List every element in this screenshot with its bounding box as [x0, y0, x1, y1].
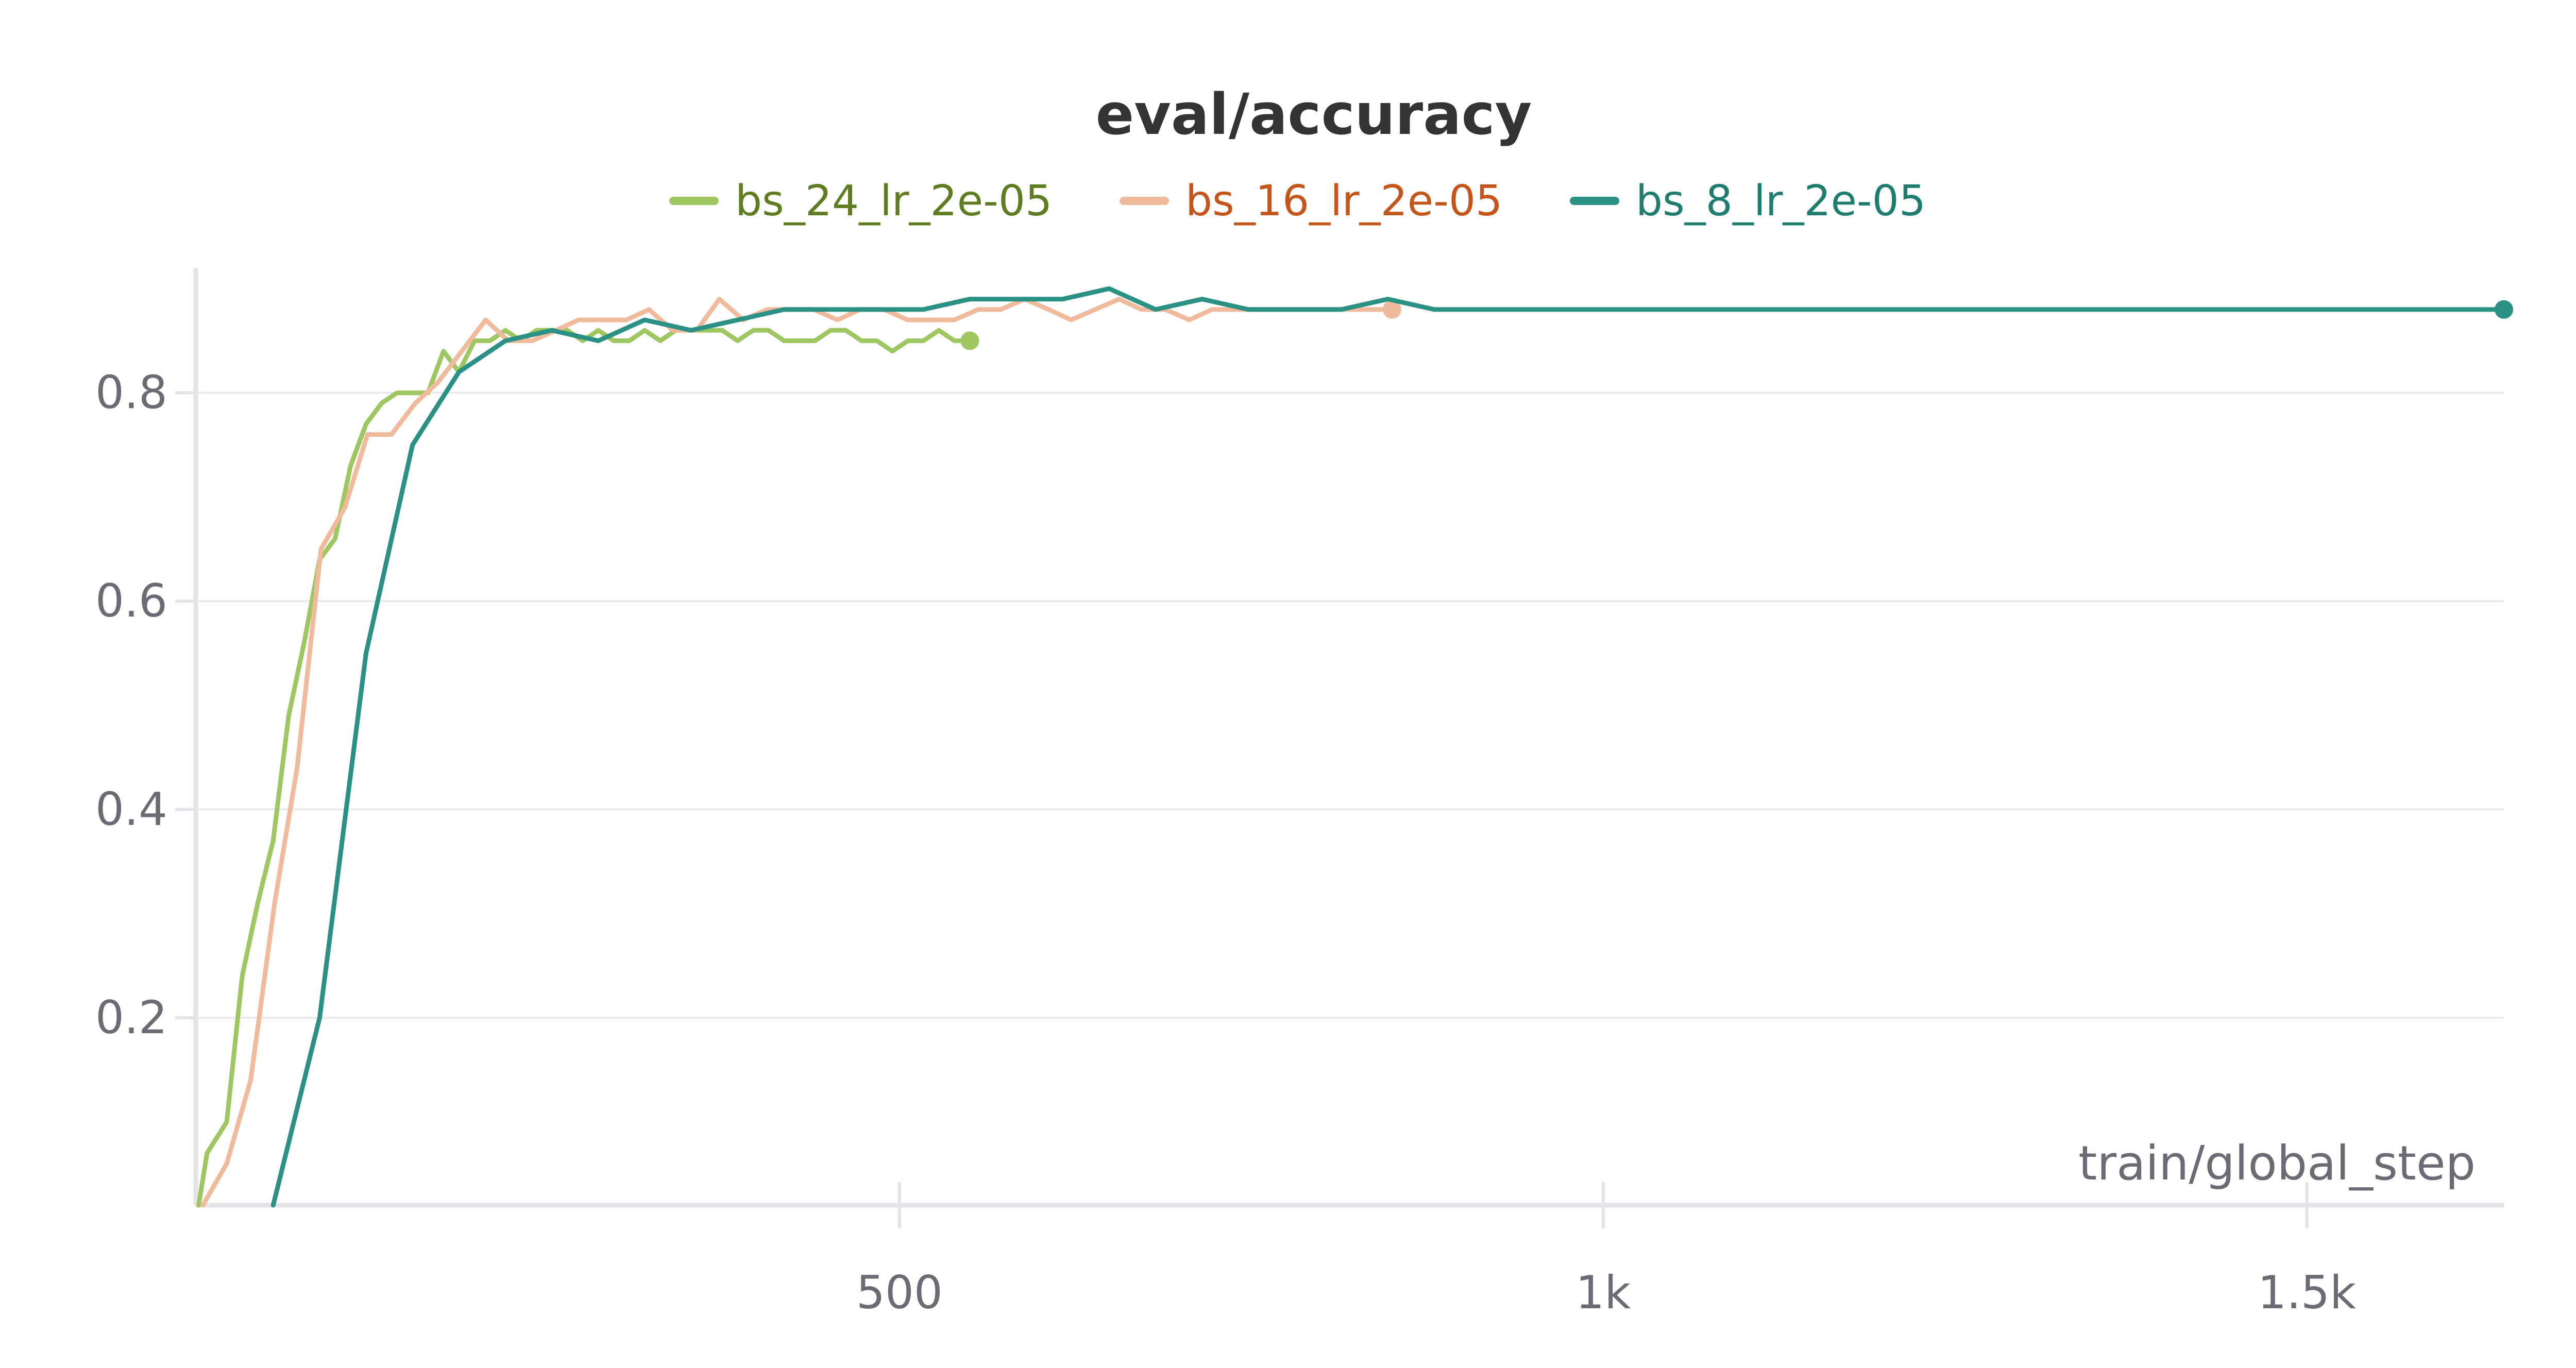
- series-end-point-bs_24_lr_2e-05: [960, 331, 979, 350]
- legend-label: bs_24_lr_2e-05: [735, 177, 1052, 226]
- y-tick-label: 0.6: [95, 574, 167, 627]
- grid-lines: [196, 391, 2504, 1019]
- x-tick-label: 1k: [1575, 1266, 1631, 1319]
- series-line-bs_16_lr_2e-05: [200, 297, 1395, 1208]
- legend-label: bs_8_lr_2e-05: [1636, 177, 1926, 226]
- x-ticks: 500 1k 1.5k: [856, 1182, 2356, 1319]
- y-tick-label: 0.2: [95, 991, 167, 1044]
- chart-title: eval/accuracy: [1096, 81, 1532, 147]
- series-end-point-bs_16_lr_2e-05: [1382, 300, 1401, 319]
- legend-label: bs_16_lr_2e-05: [1185, 177, 1502, 226]
- y-tick-label: 0.4: [95, 783, 167, 836]
- legend-item-bs_8_lr_2e-05: bs_8_lr_2e-05: [1570, 177, 1926, 226]
- y-tick-label: 0.8: [95, 366, 167, 419]
- x-axis-label: train/global_step: [2078, 1136, 2476, 1191]
- series-group: [196, 286, 2513, 1208]
- y-ticks: 0.2 0.4 0.6 0.8: [95, 366, 196, 1044]
- series-line-bs_24_lr_2e-05: [196, 328, 972, 1208]
- series-end-point-bs_8_lr_2e-05: [2495, 300, 2513, 319]
- x-tick-label: 500: [856, 1266, 943, 1319]
- x-tick-label: 1.5k: [2258, 1266, 2356, 1319]
- legend: bs_24_lr_2e-05 bs_16_lr_2e-05 bs_8_lr_2e-0…: [669, 177, 1926, 226]
- legend-item-bs_24_lr_2e-05: bs_24_lr_2e-05: [669, 177, 1052, 226]
- series-line-bs_8_lr_2e-05: [270, 286, 2506, 1208]
- legend-item-bs_16_lr_2e-05: bs_16_lr_2e-05: [1120, 177, 1502, 226]
